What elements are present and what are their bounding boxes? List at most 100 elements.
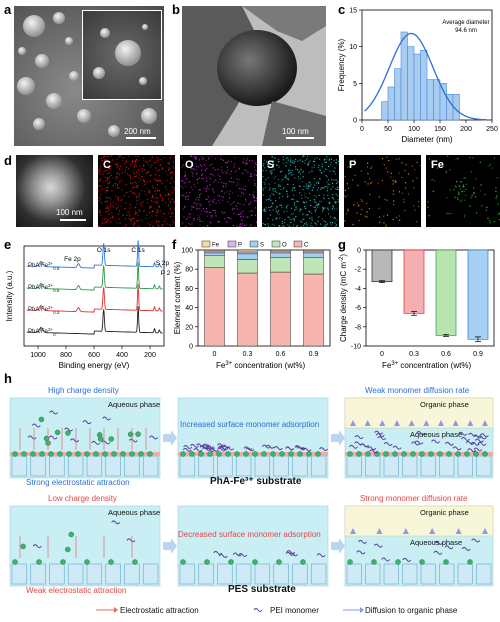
histogram-bar	[381, 101, 389, 121]
stacked-bar-fe	[303, 249, 324, 252]
h-top-right-label: Weak monomer diffusion rate	[365, 386, 470, 395]
charge-site-marker	[225, 451, 231, 457]
substrate-block	[86, 563, 103, 585]
h-bottom-right-aqueous: Aqueous phase	[410, 538, 463, 547]
pei-monomer-icon	[190, 443, 199, 448]
organic-phase-region	[344, 397, 494, 429]
substrate-block	[273, 455, 289, 477]
charge-site-marker	[365, 451, 371, 457]
charge-site-marker	[111, 451, 117, 457]
pei-monomer-icon	[444, 441, 454, 446]
x-axis-label: Fe3+ concentration (wt%)	[382, 361, 471, 370]
x-tick-label: 200	[144, 352, 156, 359]
charge-site-marker	[20, 543, 26, 550]
pei-monomer-icon	[70, 438, 80, 443]
pei-monomer-icon	[471, 538, 481, 543]
charge-site-marker	[84, 451, 90, 457]
eds-map-c: C	[98, 155, 175, 227]
x-tick-label: 0.6	[441, 351, 451, 358]
xps-spectrum-line	[26, 306, 163, 335]
charge-site-marker	[306, 451, 312, 457]
diffusion-arrow	[376, 528, 383, 534]
y-axis-label: Frequency (%)	[337, 38, 346, 91]
x-tick-label: 200	[460, 126, 472, 133]
charge-site-marker	[392, 451, 398, 457]
x-tick-label: 100	[408, 126, 420, 133]
sem-particles	[17, 12, 157, 137]
substrate-block	[476, 455, 492, 477]
plot-frame	[197, 249, 331, 347]
eds-map-s: S	[262, 155, 339, 227]
legend-swatch-o	[271, 240, 281, 248]
pei-monomer-icon	[182, 447, 192, 452]
eds-label-o: O	[185, 159, 194, 171]
eds-label-c: C	[103, 159, 111, 171]
eds-dots	[262, 155, 339, 227]
pei-monomer-icon	[402, 557, 412, 562]
charge-site-marker	[455, 451, 461, 457]
x-tick-label: 250	[486, 126, 498, 133]
stacked-bar-fe	[270, 249, 291, 252]
scale-bar-d	[60, 219, 86, 221]
pei-monomer-icon	[383, 442, 393, 447]
charge-site-marker	[401, 451, 407, 457]
x-axis-label: Diameter (nm)	[401, 135, 452, 144]
pei-monomer-icon	[349, 444, 358, 449]
substrate-block	[402, 455, 418, 477]
eds-map-o: O	[180, 155, 257, 227]
sem-inset	[82, 10, 162, 100]
pei-monomer-icon	[243, 446, 253, 451]
charge-site-marker	[108, 436, 114, 442]
pei-monomer-icon	[238, 552, 248, 557]
eds-dots	[427, 155, 500, 224]
pei-monomer-icon	[375, 433, 385, 438]
charge-bar	[403, 249, 425, 314]
substrate-block	[67, 563, 84, 585]
charge-site-marker	[216, 451, 222, 457]
substrate-block	[310, 563, 327, 585]
substrate-block	[365, 455, 381, 477]
pei-monomer-icon	[414, 440, 424, 445]
legend-label-fe: Fe	[212, 243, 220, 249]
pei-monomer-icon	[377, 436, 387, 441]
diffusion-arrow	[350, 528, 356, 534]
x-tick-label: 0.9	[309, 351, 319, 358]
scale-bar-text-b: 100 nm	[282, 127, 309, 136]
panel-label-e: e	[4, 237, 12, 252]
pei-monomer-icon	[111, 520, 121, 525]
h-top-left-label: High charge density	[48, 386, 119, 395]
pei-monomer-icon	[477, 435, 487, 440]
pei-monomer-icon	[452, 446, 462, 451]
pei-monomer-icon	[64, 427, 74, 432]
h-top-middle-label: Increased surface monomer adsorption	[180, 420, 320, 429]
x-tick-label: 0	[380, 351, 384, 358]
charge-site-marker	[437, 451, 443, 457]
charge-site-marker	[97, 436, 104, 442]
substrate-block	[457, 563, 473, 585]
eds-map-p: P	[344, 155, 421, 227]
y-tick-label: 80	[185, 267, 193, 274]
pei-monomer-icon	[444, 545, 454, 550]
y-tick-label: 10	[349, 44, 357, 51]
eds-dots	[180, 155, 257, 227]
charge-site-marker	[36, 559, 42, 565]
tem-particle	[182, 6, 326, 146]
series-label: PhA/Fe3+0.3	[28, 305, 60, 315]
transition-arrow	[163, 430, 177, 446]
charge-site-marker	[93, 451, 99, 457]
charge-site-marker	[48, 451, 54, 457]
panel-label-b: b	[172, 2, 180, 17]
pei-monomer-icon	[31, 423, 41, 428]
substrate-block	[254, 455, 271, 477]
diffusion-arrow	[482, 420, 488, 426]
pei-monomer-icon	[356, 550, 366, 555]
substrate-block	[439, 563, 455, 585]
panel-label-a: a	[4, 2, 12, 17]
histogram-bar	[387, 86, 395, 121]
pei-monomer-icon	[149, 435, 158, 440]
eds-dots	[344, 156, 421, 227]
substrate-block	[383, 455, 399, 477]
legend-electrostatic-arrowhead	[114, 607, 118, 613]
pei-monomer-icon	[217, 443, 226, 448]
charge-site-marker	[446, 451, 452, 457]
